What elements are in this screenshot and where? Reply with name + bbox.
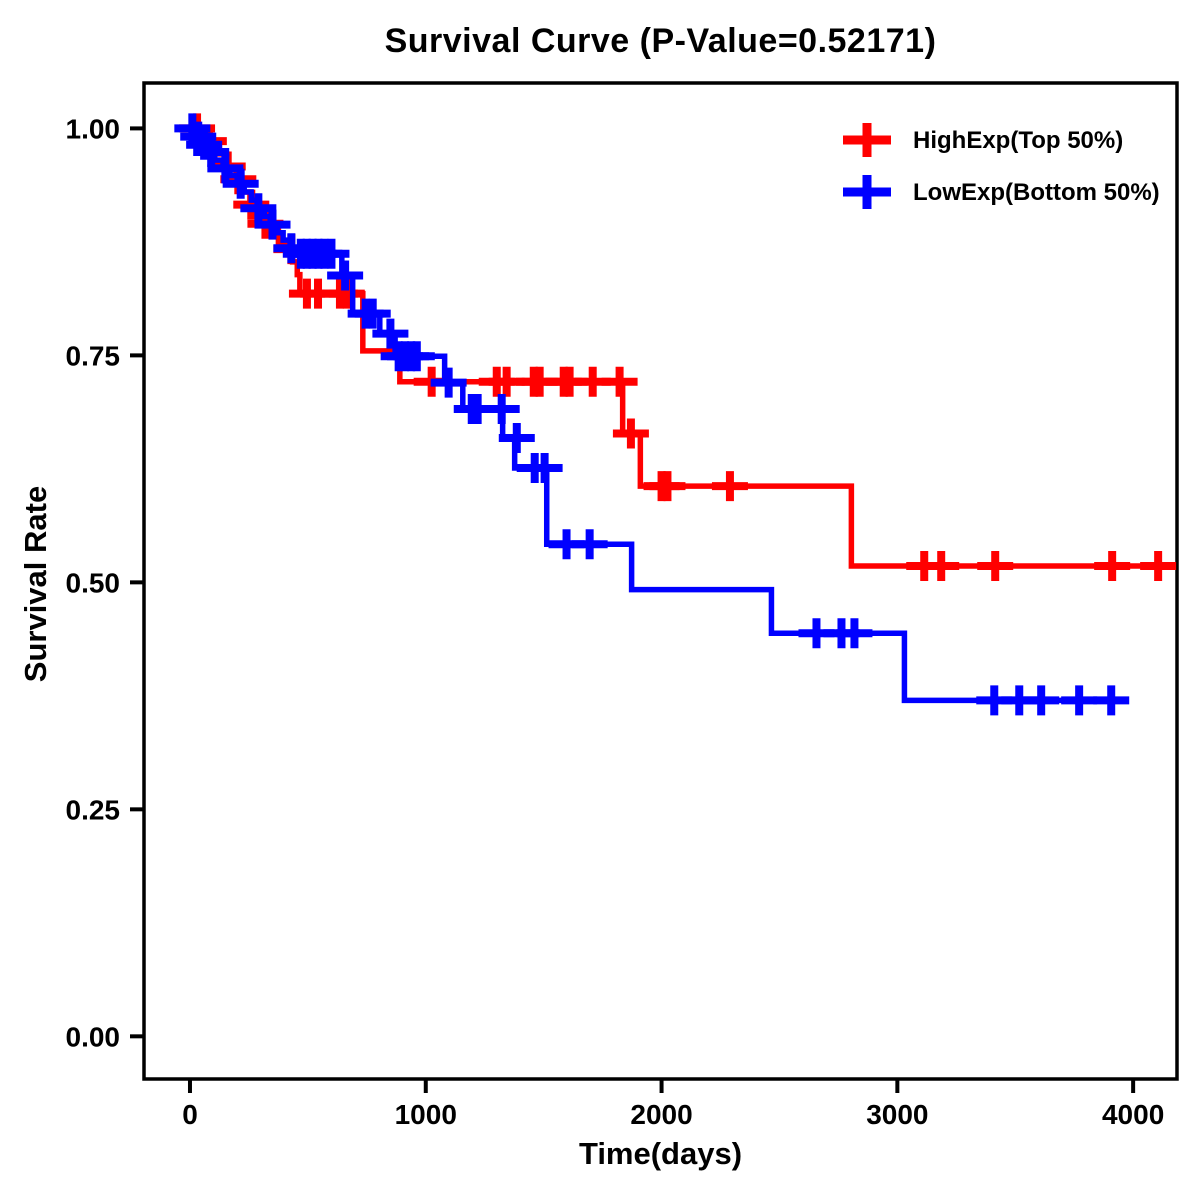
legend-item-highexp: HighExp(Top 50%) xyxy=(843,123,1123,157)
censor-mark xyxy=(836,618,873,649)
plot-border xyxy=(142,81,1179,1081)
censor-mark xyxy=(313,238,350,269)
y-tick-label: 0.25 xyxy=(66,794,121,825)
censor-mark xyxy=(526,452,563,483)
y-tick-label: 1.00 xyxy=(66,113,121,144)
y-tick-label: 0.00 xyxy=(66,1021,121,1052)
x-axis: 0 1000 2000 3000 4000 xyxy=(182,1079,1164,1130)
legend-item-lowexp: LowExp(Bottom 50%) xyxy=(843,175,1160,209)
censor-mark xyxy=(1140,551,1177,582)
censor-mark xyxy=(1093,685,1130,716)
censor-mark xyxy=(1061,685,1098,716)
censor-mark xyxy=(612,418,649,449)
censor-mark xyxy=(498,423,535,454)
legend-marker-icon xyxy=(843,175,891,209)
censor-mark xyxy=(327,260,364,291)
legend-label: HighExp(Top 50%) xyxy=(913,127,1123,154)
legend-label: LowExp(Bottom 50%) xyxy=(913,179,1160,206)
chart-title: Survival Curve (P-Value=0.52171) xyxy=(384,22,937,60)
censor-mark xyxy=(240,193,277,224)
censor-mark xyxy=(923,551,960,582)
censor-mark xyxy=(571,529,608,560)
x-tick-label: 0 xyxy=(182,1099,198,1130)
censor-mark xyxy=(430,367,467,398)
censor-mark xyxy=(207,153,244,184)
x-tick-label: 3000 xyxy=(866,1099,928,1130)
censor-mark xyxy=(398,341,435,372)
censor-mark xyxy=(222,168,259,199)
censor-mark xyxy=(1023,685,1060,716)
series-lowexp xyxy=(174,113,1130,716)
censor-mark xyxy=(483,393,520,424)
survival-step-curve xyxy=(189,125,1125,704)
censor-mark xyxy=(354,298,391,329)
censor-mark xyxy=(254,209,291,240)
censor-mark xyxy=(601,366,638,397)
legend-marker-icon xyxy=(843,123,891,157)
x-tick-label: 4000 xyxy=(1102,1099,1164,1130)
y-axis: 0.00 0.25 0.50 0.75 1.00 xyxy=(66,113,144,1052)
censor-mark xyxy=(649,471,686,502)
legend: HighExp(Top 50%) LowExp(Bottom 50%) xyxy=(843,123,1160,209)
y-tick-label: 0.50 xyxy=(66,567,121,598)
x-tick-label: 1000 xyxy=(395,1099,457,1130)
censor-mark xyxy=(372,318,409,349)
censor-mark xyxy=(193,137,230,168)
censor-mark xyxy=(1094,551,1131,582)
censor-mark xyxy=(977,551,1014,582)
x-tick-label: 2000 xyxy=(630,1099,692,1130)
y-tick-label: 0.75 xyxy=(66,340,121,371)
censor-mark xyxy=(711,471,748,502)
x-axis-label: Time(days) xyxy=(578,1136,743,1171)
